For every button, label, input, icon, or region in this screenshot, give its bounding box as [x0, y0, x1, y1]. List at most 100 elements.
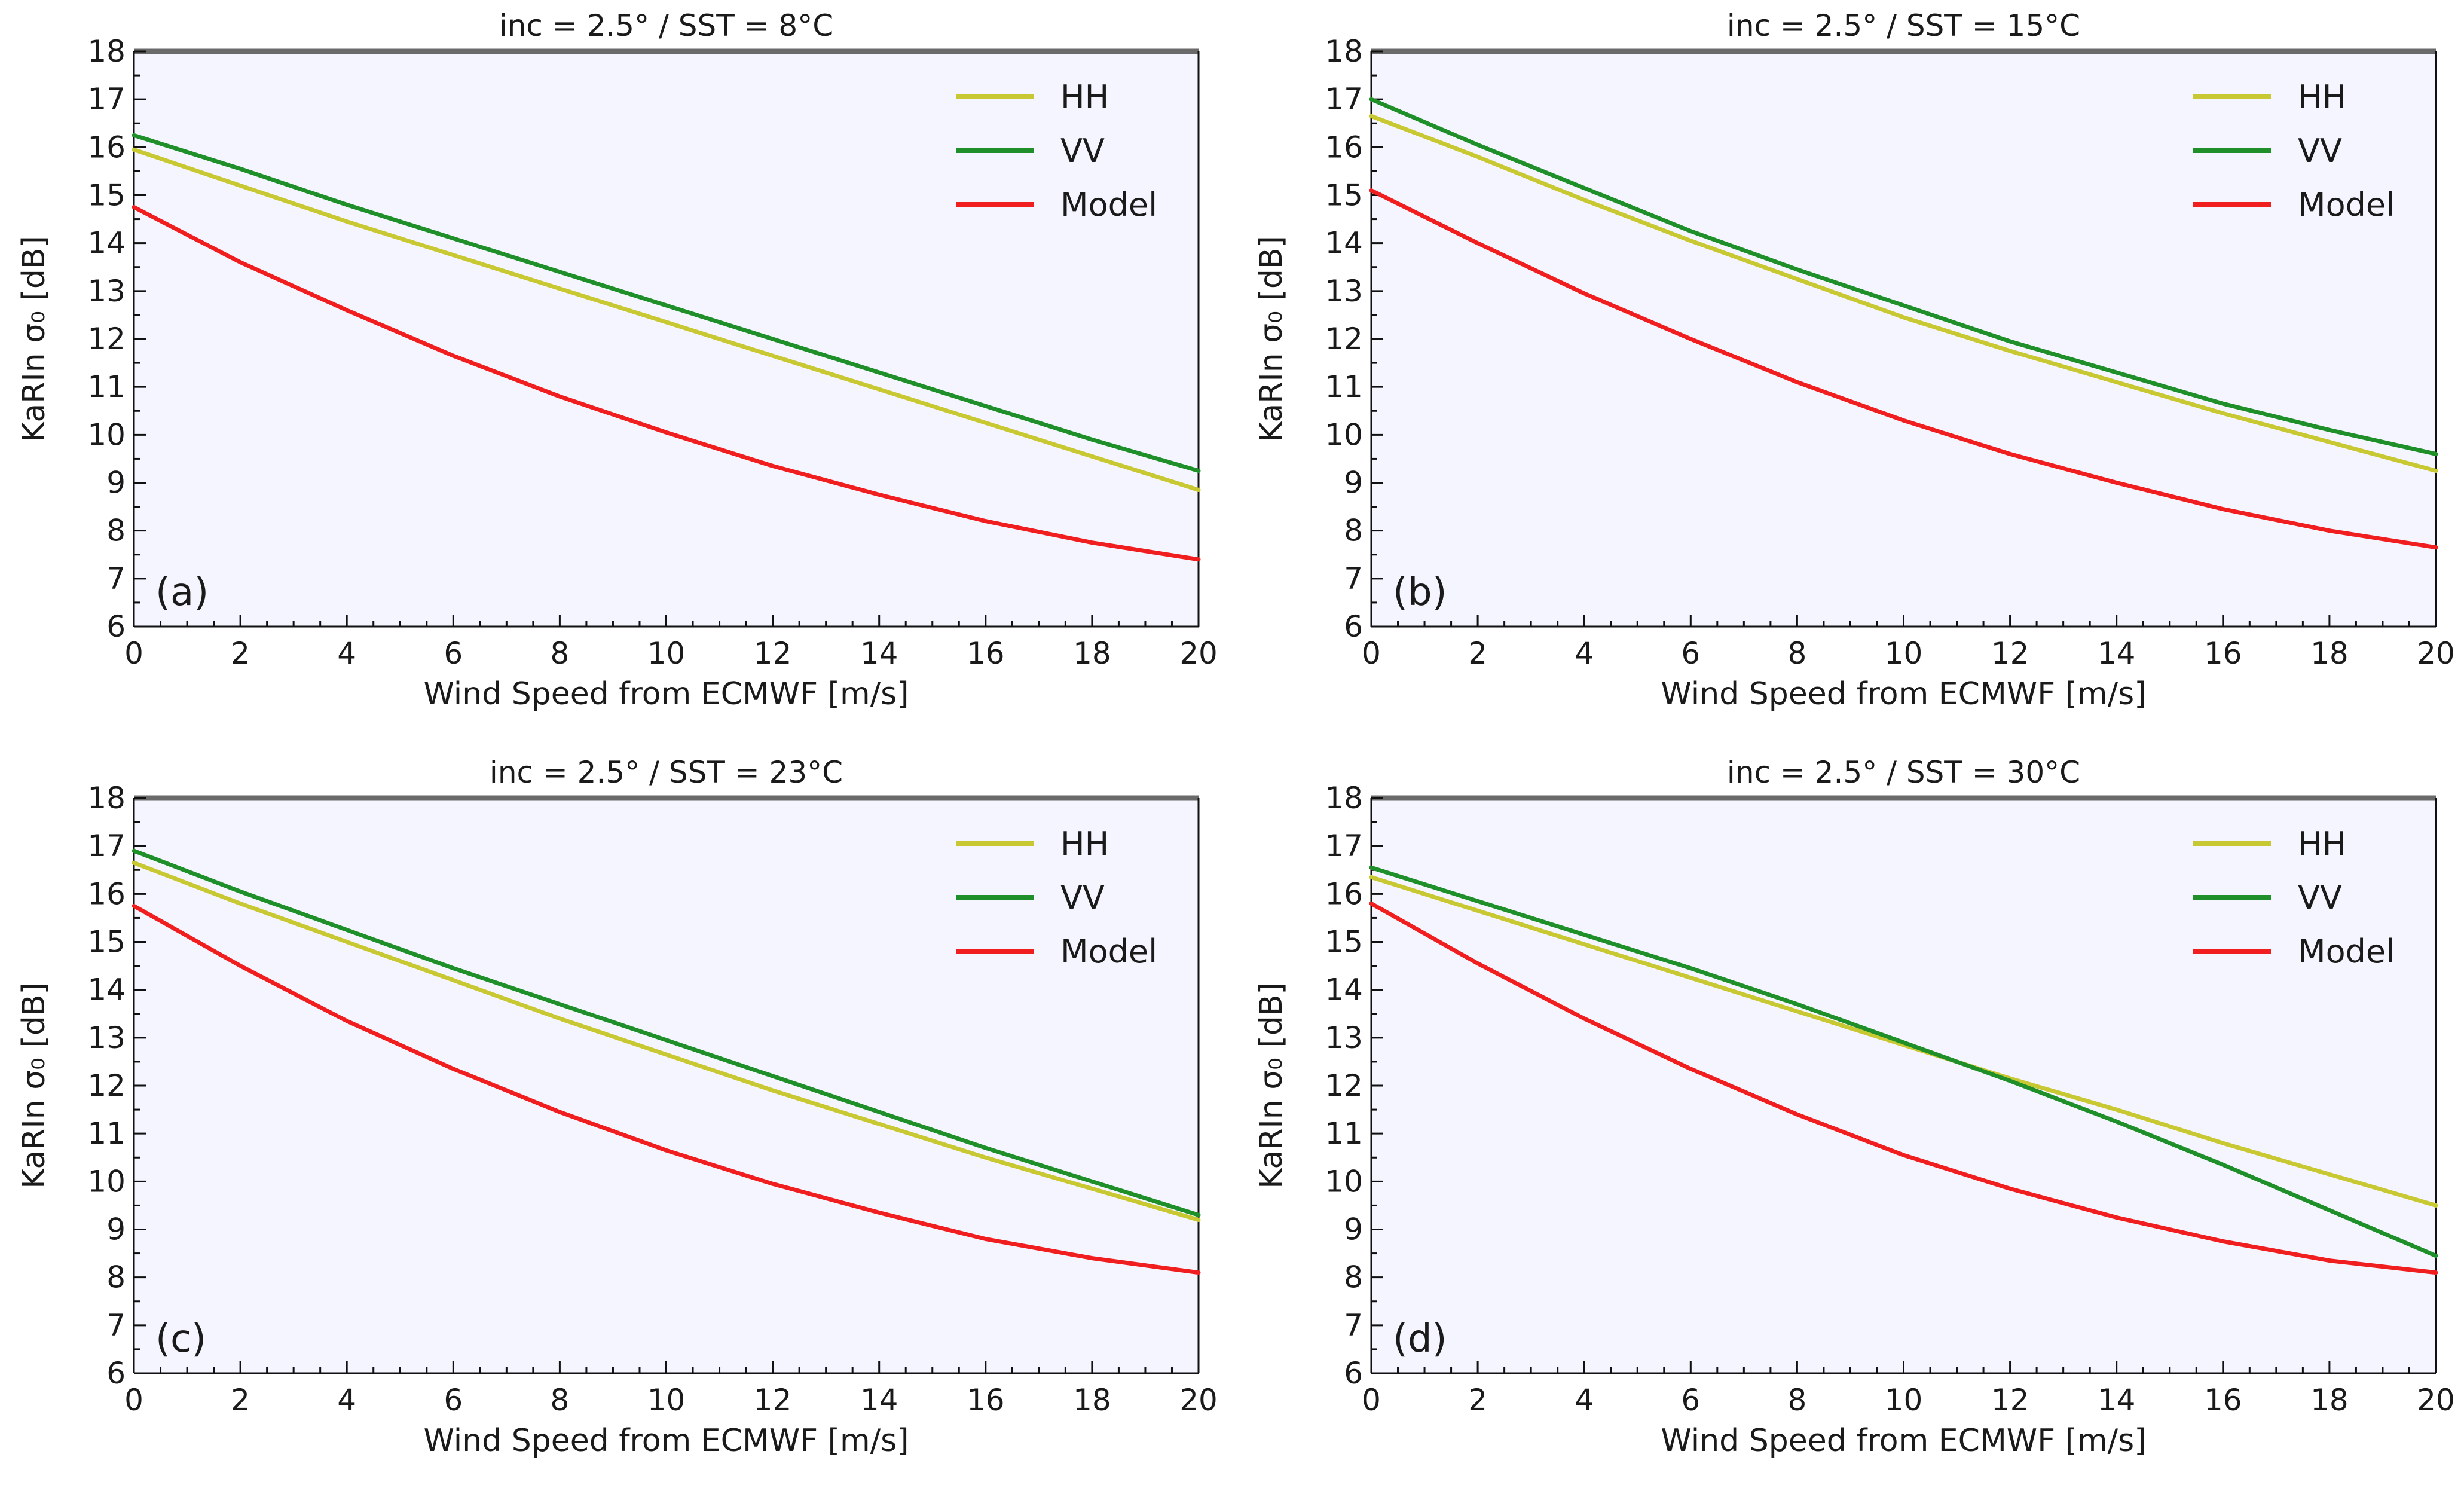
x-tick-label: 8: [1787, 1383, 1806, 1417]
x-axis-label: Wind Speed from ECMWF [m/s]: [423, 1423, 909, 1459]
y-tick-label: 17: [87, 829, 126, 863]
chart-panel-4: 0 2 4 6 8 10 12 14 16 18 20 6 7 8 9 10 11 12 13 14 15 16 17 18 i…: [1254, 755, 2455, 1459]
legend-label-hh: HH: [2298, 825, 2346, 863]
legend: HH VV Model: [2193, 78, 2395, 224]
y-tick-label: 9: [1344, 466, 1363, 500]
x-tick-label: 8: [550, 636, 569, 671]
y-tick-label: 17: [87, 82, 126, 117]
x-tick-label: 6: [1681, 1383, 1700, 1417]
y-tick-label: 16: [87, 130, 126, 164]
plot-area: [134, 798, 1199, 1373]
panel-label: (d): [1393, 1317, 1447, 1361]
x-tick-label: 16: [2204, 636, 2242, 671]
y-axis-label: KaRIn σ₀ [dB]: [1254, 982, 1289, 1189]
legend-label-vv: VV: [2298, 132, 2342, 170]
y-tick-label: 7: [1344, 561, 1363, 596]
y-axis-label: KaRIn σ₀ [dB]: [16, 236, 52, 442]
chart-panel-1: 0 2 4 6 8 10 12 14 16 18 20 6 7 8 9 10 11 12 13 14 15 16 17 18 i…: [16, 8, 1218, 712]
series-line-hh: [132, 860, 1201, 1222]
x-tick-label: 10: [1885, 636, 1923, 671]
series-line-model: [1369, 188, 2438, 550]
x-tick-label: 4: [337, 636, 356, 671]
chart-title: inc = 2.5° / SST = 30°C: [1727, 755, 2080, 790]
x-tick-label: 6: [1681, 636, 1700, 671]
legend: HH VV Model: [2193, 825, 2395, 970]
y-tick-label: 14: [87, 226, 126, 261]
y-tick-label: 16: [1325, 876, 1363, 911]
x-tick-label: 8: [550, 1383, 569, 1417]
x-tick-label: 20: [1179, 1383, 1218, 1417]
y-tick-label: 6: [106, 1356, 126, 1391]
chart-title: inc = 2.5° / SST = 8°C: [499, 8, 833, 43]
series-line-vv: [1369, 865, 2438, 1258]
x-axis-label: Wind Speed from ECMWF [m/s]: [1661, 676, 2146, 712]
y-tick-label: 11: [1325, 1116, 1363, 1151]
legend-label-vv: VV: [2298, 879, 2342, 916]
series-line-model: [132, 903, 1201, 1275]
x-tick-label: 14: [860, 1383, 898, 1417]
panel-label: (a): [155, 570, 209, 615]
legend-label-model: Model: [2298, 186, 2395, 224]
y-tick-label: 7: [106, 561, 126, 596]
x-tick-label: 20: [2417, 636, 2455, 671]
x-tick-label: 10: [1885, 1383, 1923, 1417]
series-line-model: [132, 205, 1201, 562]
y-tick-label: 16: [87, 876, 126, 911]
chart-title: inc = 2.5° / SST = 15°C: [1727, 8, 2080, 43]
series-line-vv: [132, 848, 1201, 1217]
x-tick-label: 4: [337, 1383, 356, 1417]
x-tick-label: 2: [1468, 1383, 1487, 1417]
x-tick-label: 0: [124, 636, 143, 671]
legend-label-model: Model: [2298, 933, 2395, 970]
x-tick-label: 0: [1362, 636, 1381, 671]
x-tick-label: 4: [1575, 1383, 1594, 1417]
y-tick-label: 11: [87, 369, 126, 404]
x-tick-label: 16: [967, 1383, 1005, 1417]
series-line-model: [1369, 901, 2438, 1275]
legend-label-vv: VV: [1060, 132, 1105, 170]
x-tick-label: 16: [2204, 1383, 2242, 1417]
x-tick-label: 12: [1991, 636, 2029, 671]
y-tick-label: 10: [87, 1164, 126, 1199]
y-tick-label: 13: [87, 274, 126, 308]
y-tick-label: 15: [1325, 925, 1363, 960]
x-axis-label: Wind Speed from ECMWF [m/s]: [1661, 1423, 2146, 1459]
x-tick-label: 2: [231, 1383, 250, 1417]
y-tick-label: 18: [1325, 781, 1363, 815]
y-tick-label: 7: [1344, 1308, 1363, 1343]
x-tick-label: 16: [967, 636, 1005, 671]
series-line-vv: [132, 133, 1201, 473]
legend-label-hh: HH: [1060, 78, 1109, 116]
series-line-hh: [132, 147, 1201, 492]
y-tick-label: 17: [1325, 829, 1363, 863]
y-tick-label: 11: [87, 1116, 126, 1151]
x-tick-label: 0: [1362, 1383, 1381, 1417]
y-tick-label: 10: [1325, 1164, 1363, 1199]
y-tick-label: 17: [1325, 82, 1363, 117]
x-tick-label: 6: [444, 636, 463, 671]
y-tick-label: 6: [1344, 1356, 1363, 1391]
x-tick-label: 10: [647, 636, 686, 671]
plot-area: [1371, 51, 2436, 627]
y-tick-label: 18: [1325, 34, 1363, 69]
y-tick-label: 11: [1325, 369, 1363, 404]
x-tick-label: 14: [860, 636, 898, 671]
y-tick-label: 10: [1325, 417, 1363, 452]
x-tick-label: 10: [647, 1383, 686, 1417]
y-tick-label: 15: [87, 178, 126, 213]
legend: HH VV Model: [956, 825, 1157, 970]
legend-label-hh: HH: [1060, 825, 1109, 863]
y-axis-label: KaRIn σ₀ [dB]: [16, 982, 52, 1189]
x-tick-label: 14: [2098, 636, 2136, 671]
y-tick-label: 6: [1344, 609, 1363, 644]
y-axis-label: KaRIn σ₀ [dB]: [1254, 236, 1289, 442]
x-tick-label: 6: [444, 1383, 463, 1417]
y-tick-label: 18: [87, 781, 126, 815]
y-tick-label: 16: [1325, 130, 1363, 164]
x-tick-label: 12: [754, 1383, 792, 1417]
y-tick-label: 14: [1325, 973, 1363, 1007]
y-tick-label: 8: [106, 514, 126, 548]
x-tick-label: 4: [1575, 636, 1594, 671]
y-tick-label: 8: [1344, 514, 1363, 548]
